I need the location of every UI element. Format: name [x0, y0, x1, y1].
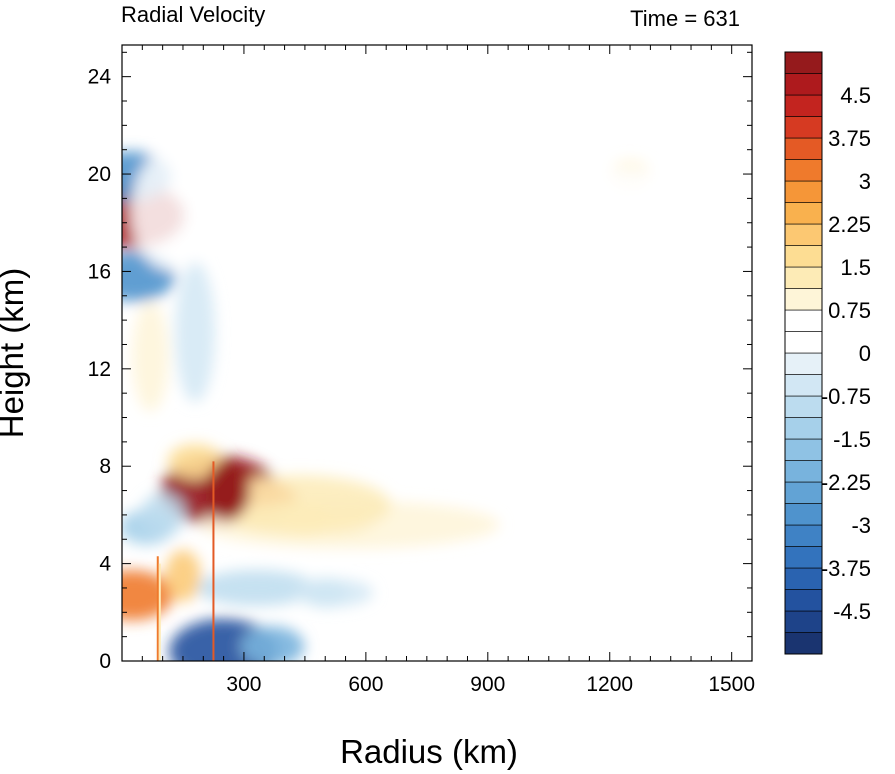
- faint-region-9: [164, 549, 201, 602]
- outflow-core: [205, 460, 250, 521]
- velocity-field: [122, 150, 680, 661]
- colorbar-label: -1.5: [833, 427, 871, 452]
- colorbar-labels: 4.5 3.75 3 2.25 1.5 0.75 0 -0.75 -1.5 -2.25 -3 -3.7…: [821, 83, 871, 624]
- colorbar-bin: [784, 94, 823, 117]
- colorbar-bin: [784, 137, 823, 160]
- colorbar-bin: [784, 202, 823, 225]
- y-tick-label: 24: [88, 66, 112, 89]
- x-tick-label: 300: [226, 673, 261, 696]
- y-tick-label: 20: [88, 163, 111, 186]
- chart-title: Radial Velocity: [121, 2, 265, 27]
- faint-region-2: [539, 167, 680, 200]
- colorbar-label: -3.75: [821, 556, 871, 581]
- colorbar-bin: [784, 632, 823, 655]
- outflow-region-5: [122, 570, 174, 621]
- colorbar-bin: [784, 266, 823, 289]
- colorbar-bin: [784, 288, 823, 311]
- colorbar-label: 3.75: [828, 126, 871, 151]
- faint-region-11: [435, 277, 476, 338]
- colorbar-bin: [784, 589, 823, 612]
- colorbar-bin: [784, 524, 823, 547]
- colorbar-bin: [784, 546, 823, 569]
- faint-region-5: [132, 301, 169, 412]
- x-axis-tick-labels: 300 600 900 1200 1500: [226, 673, 755, 696]
- colorbar-bin: [784, 245, 823, 268]
- faint-region-8: [140, 492, 185, 537]
- x-tick-label: 600: [348, 673, 383, 696]
- y-axis-tick-labels: 0 4 8 12 16 20 24: [88, 66, 112, 673]
- colorbar-bin: [784, 610, 823, 633]
- colorbar-bin: [784, 159, 823, 182]
- colorbar-bin: [784, 374, 823, 397]
- colorbar-label: 1.5: [840, 255, 871, 280]
- x-axis-label: Radius (km): [340, 733, 518, 770]
- colorbar-bin: [784, 331, 823, 354]
- colorbar-bin: [784, 567, 823, 590]
- colorbar-bin: [784, 438, 823, 461]
- colorbar-label: 4.5: [840, 83, 871, 108]
- x-tick-label: 900: [470, 673, 505, 696]
- colorbar-label: -2.25: [821, 470, 871, 495]
- x-axis-ticks: [141, 45, 733, 661]
- faint-region-10: [170, 164, 261, 185]
- outflow-region-6: [167, 443, 223, 479]
- colorbar-label: 3: [859, 169, 871, 194]
- faint-region-7: [293, 578, 374, 607]
- colorbar: [784, 51, 823, 655]
- y-tick-label: 8: [99, 455, 111, 478]
- colorbar-bin: [784, 460, 823, 483]
- colorbar-label: 0: [859, 341, 871, 366]
- colorbar-label: -3: [851, 513, 871, 538]
- y-tick-label: 16: [88, 260, 111, 283]
- plot-frame: [121, 44, 753, 662]
- colorbar-label: -4.5: [833, 599, 871, 624]
- colorbar-bin: [784, 73, 823, 96]
- y-axis-ticks: [122, 51, 752, 662]
- faint-region-4: [175, 262, 216, 403]
- inflow-region-11: [240, 626, 305, 661]
- colorbar-label: 0.75: [828, 298, 871, 323]
- x-tick-label: 1500: [708, 673, 755, 696]
- y-tick-label: 0: [99, 650, 111, 673]
- plot-background: [122, 45, 752, 661]
- colorbar-bin: [784, 395, 823, 418]
- colorbar-bin: [784, 180, 823, 203]
- colorbar-frame: [784, 51, 823, 655]
- faint-region-6: [196, 569, 317, 606]
- colorbar-bin: [784, 223, 823, 246]
- faint-region-1: [210, 475, 391, 536]
- colorbar-label: -0.75: [821, 384, 871, 409]
- colorbar-bin: [784, 116, 823, 139]
- colorbar-label: 2.25: [828, 212, 871, 237]
- colorbar-bin: [784, 51, 823, 74]
- y-tick-label: 4: [99, 553, 111, 576]
- colorbar-bin: [784, 417, 823, 440]
- y-tick-label: 12: [88, 358, 111, 381]
- colorbar-bin: [784, 503, 823, 526]
- colorbar-bin: [784, 352, 823, 375]
- x-tick-label: 1200: [586, 673, 633, 696]
- colorbar-bin: [784, 309, 823, 332]
- colorbar-bin: [784, 481, 823, 504]
- y-axis-label: Height (km): [0, 268, 30, 439]
- chart-time-label: Time = 631: [630, 6, 740, 31]
